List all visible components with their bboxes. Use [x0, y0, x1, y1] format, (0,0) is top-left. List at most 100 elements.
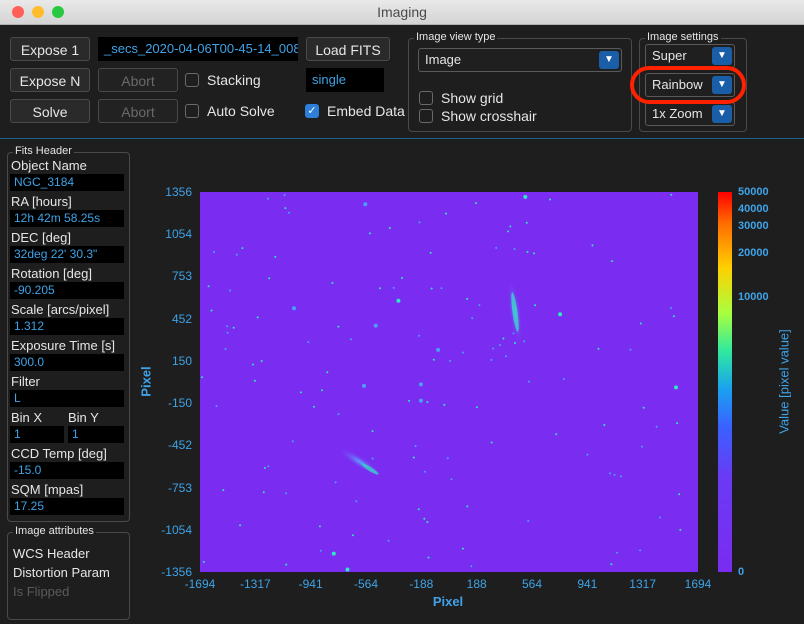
- star: [504, 355, 507, 358]
- wcs-header-attribute: WCS Header: [13, 546, 90, 561]
- star: [670, 193, 673, 196]
- star: [331, 282, 334, 284]
- header-label: RA [hours]: [11, 194, 72, 209]
- star: [379, 287, 381, 290]
- header-value: 1.312: [10, 318, 124, 335]
- star: [461, 351, 464, 354]
- bin-x-value: 1: [10, 426, 64, 443]
- star: [498, 344, 501, 347]
- expose-1-button[interactable]: Expose 1: [10, 37, 90, 61]
- x-tick-label: 1317: [629, 577, 656, 591]
- colormap-value: Rainbow: [652, 77, 703, 92]
- auto-solve-checkbox[interactable]: [185, 104, 199, 118]
- chevron-down-icon: ▼: [599, 51, 619, 69]
- abort-solve-button[interactable]: Abort: [98, 99, 178, 123]
- bin-y-label: Bin Y: [68, 410, 99, 425]
- star: [492, 347, 495, 350]
- y-tick-label: -1054: [161, 522, 192, 537]
- star: [609, 472, 612, 475]
- x-tick-label: 188: [466, 577, 487, 591]
- header-value: L: [10, 390, 124, 407]
- star: [262, 491, 265, 494]
- view-type-select[interactable]: Image ▼: [418, 48, 622, 72]
- star: [655, 425, 658, 428]
- title-bar: Imaging: [0, 0, 804, 25]
- x-tick-label: -1317: [239, 577, 271, 591]
- star: [672, 315, 675, 318]
- star: [418, 398, 423, 403]
- star: [507, 230, 510, 233]
- star: [337, 325, 340, 328]
- star: [292, 306, 296, 311]
- x-tick-label: -1694: [184, 577, 216, 591]
- y-axis-label: Pixel: [138, 366, 154, 397]
- star: [326, 371, 329, 374]
- colorbar-label: Value [pixel value]: [776, 329, 792, 434]
- zoom-window-button[interactable]: [52, 6, 64, 18]
- stacking-checkbox[interactable]: [185, 73, 199, 87]
- image-view-type-title: Image view type: [414, 31, 498, 43]
- star: [461, 547, 464, 550]
- header-label: Filter: [11, 374, 40, 389]
- show-grid-checkbox[interactable]: [419, 91, 433, 105]
- star: [418, 382, 423, 387]
- chevron-down-icon: ▼: [712, 105, 732, 123]
- filename-field[interactable]: _secs_2020-04-06T00-45-14_008: [98, 37, 298, 61]
- ccd-temp-value: -15.0: [10, 462, 124, 479]
- y-tick-label: 452: [171, 311, 192, 326]
- star: [478, 304, 481, 307]
- header-label: Scale [arcs/pixel]: [11, 302, 110, 317]
- star: [597, 347, 600, 350]
- star: [351, 534, 354, 537]
- highlight-circle: [630, 66, 746, 104]
- star: [616, 551, 619, 554]
- star: [349, 338, 352, 341]
- star: [641, 445, 643, 448]
- show-crosshair-checkbox[interactable]: [419, 109, 433, 123]
- star: [490, 441, 493, 444]
- embed-data-checkbox[interactable]: ✓: [305, 104, 319, 118]
- star: [611, 260, 614, 263]
- zoom-select[interactable]: 1x Zoom ▼: [645, 102, 735, 126]
- star: [426, 401, 429, 404]
- star: [449, 359, 452, 362]
- close-window-button[interactable]: [12, 6, 24, 18]
- star: [373, 323, 378, 328]
- star: [320, 389, 323, 392]
- star: [226, 331, 229, 334]
- star: [436, 347, 441, 352]
- header-value: 32deg 22' 30.3": [10, 246, 124, 263]
- fits-image[interactable]: [200, 192, 698, 572]
- star: [388, 227, 391, 229]
- star: [555, 433, 558, 436]
- star: [490, 358, 493, 361]
- star: [401, 276, 403, 279]
- load-fits-button[interactable]: Load FITS: [306, 37, 390, 61]
- star: [513, 248, 516, 250]
- stretch-select[interactable]: Super ▼: [645, 44, 735, 68]
- stars: [201, 193, 682, 572]
- star: [525, 221, 528, 224]
- star: [210, 309, 213, 312]
- star: [268, 277, 271, 280]
- star: [586, 453, 589, 456]
- expose-n-button[interactable]: Expose N: [10, 68, 90, 92]
- star: [285, 492, 287, 495]
- x-tick-label: -188: [409, 577, 434, 591]
- mode-field[interactable]: single: [306, 68, 384, 92]
- star: [523, 194, 528, 199]
- ccd-temp-label: CCD Temp [deg]: [11, 446, 107, 461]
- abort-expose-button[interactable]: Abort: [98, 68, 178, 92]
- solve-button[interactable]: Solve: [10, 99, 90, 123]
- star: [474, 202, 477, 205]
- star: [676, 422, 679, 425]
- star: [284, 207, 287, 210]
- star: [603, 424, 606, 426]
- y-tick-label: -452: [167, 438, 192, 453]
- header-value: 300.0: [10, 354, 124, 371]
- minimize-window-button[interactable]: [32, 6, 44, 18]
- star: [414, 445, 417, 448]
- star: [337, 413, 340, 416]
- y-tick-label: 1054: [165, 227, 192, 242]
- star: [291, 440, 294, 443]
